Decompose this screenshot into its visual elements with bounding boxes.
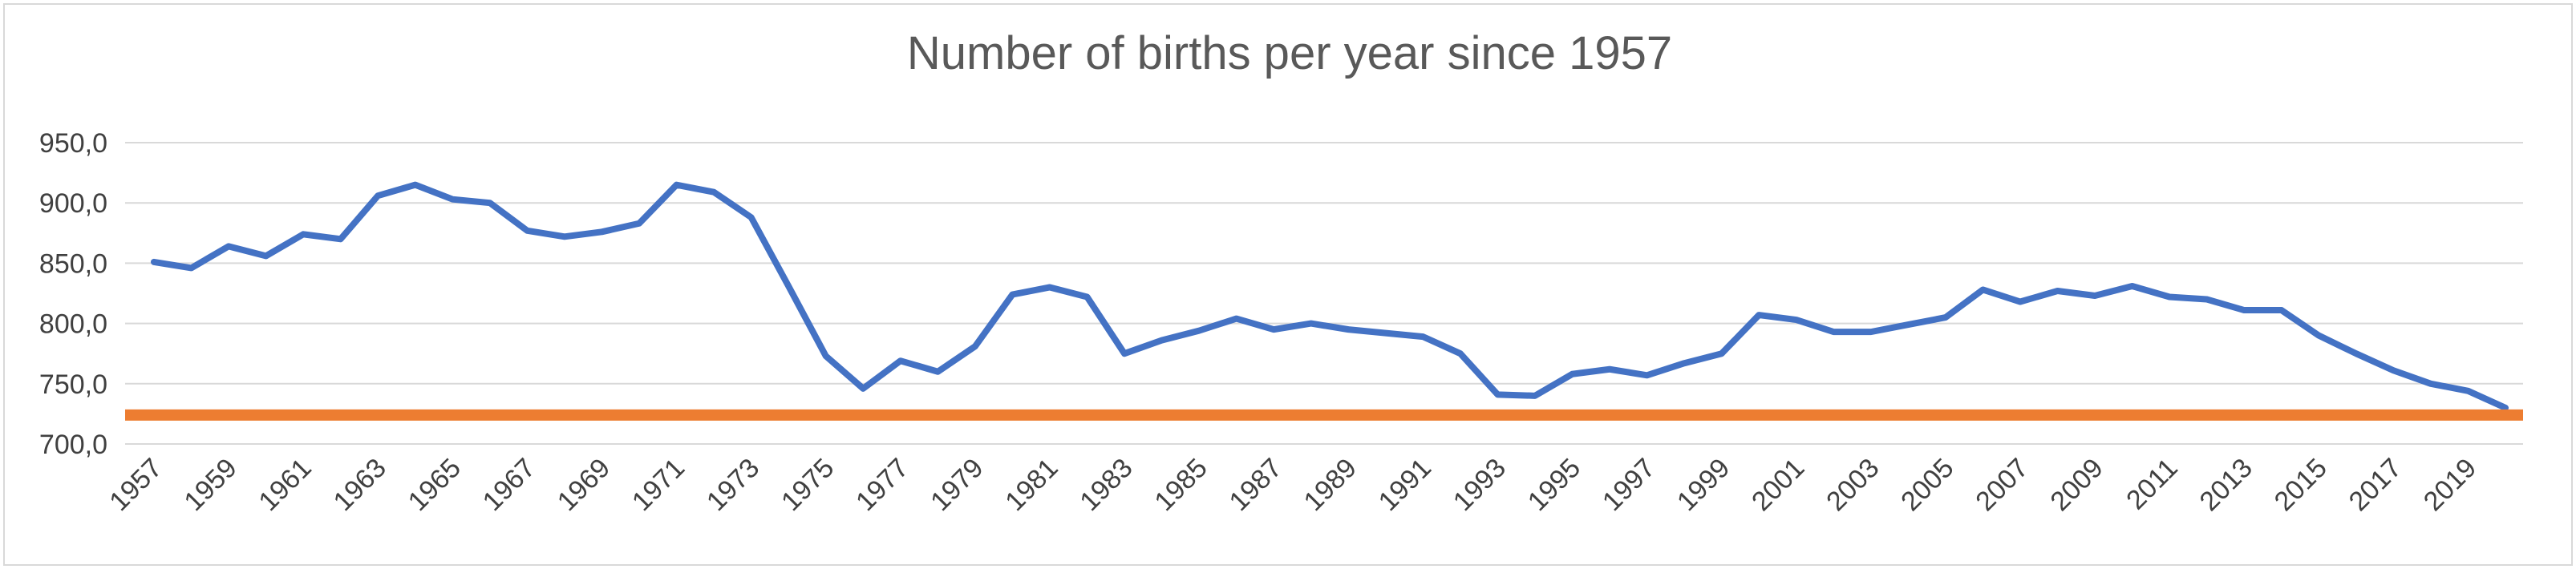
y-tick-label: 900,0 — [39, 188, 107, 219]
x-tick-label: 2015 — [2269, 453, 2333, 517]
x-tick-label: 1957 — [103, 453, 168, 517]
x-tick-label: 1961 — [253, 453, 317, 517]
x-tick-label: 1999 — [1671, 453, 1736, 517]
y-tick-label: 800,0 — [39, 309, 107, 340]
x-tick-label: 2011 — [2120, 453, 2184, 516]
x-tick-label: 1993 — [1448, 453, 1512, 517]
x-tick-label: 2003 — [1821, 453, 1885, 517]
y-tick-label: 750,0 — [39, 369, 107, 400]
chart-title: Number of births per year since 1957 — [907, 27, 1672, 79]
x-tick-label: 2017 — [2343, 453, 2408, 517]
x-tick-label: 2013 — [2194, 453, 2258, 517]
x-tick-label: 1997 — [1597, 453, 1661, 517]
x-tick-label: 1977 — [850, 453, 914, 517]
x-tick-label: 2005 — [1895, 453, 1959, 517]
x-tick-label: 1991 — [1373, 453, 1437, 517]
chart-canvas: Number of births per year since 1957 700… — [39, 27, 2523, 517]
x-tick-label: 2009 — [2044, 453, 2108, 517]
x-tick-label: 2019 — [2418, 453, 2482, 517]
y-tick-label: 950,0 — [39, 128, 107, 159]
x-tick-label: 1969 — [552, 453, 616, 517]
x-tick-label: 1981 — [999, 453, 1063, 517]
x-axis-tick-labels: 1957 1959 1961 1963 1965 1967 1969 1971 1973 1975… — [103, 453, 2482, 517]
x-tick-label: 1983 — [1074, 453, 1138, 517]
series-layer — [125, 181, 2523, 421]
x-tick-label: 1975 — [776, 453, 840, 517]
x-tick-label: 1979 — [925, 453, 989, 517]
x-tick-label: 2007 — [1970, 453, 2034, 517]
y-axis-tick-labels: 700,0 750,0 800,0 850,0 900,0 950,0 — [39, 128, 107, 460]
x-tick-label: 1967 — [477, 453, 541, 517]
x-tick-label: 1971 — [626, 453, 691, 517]
x-tick-label: 1995 — [1522, 453, 1586, 517]
y-tick-label: 850,0 — [39, 248, 107, 279]
x-tick-label: 1959 — [178, 453, 242, 517]
chart-frame: Number of births per year since 1957 700… — [3, 3, 2573, 566]
x-tick-label: 1987 — [1223, 453, 1287, 517]
x-tick-label: 1965 — [403, 453, 467, 517]
x-tick-label: 1985 — [1148, 453, 1213, 517]
x-tick-label: 2001 — [1746, 453, 1810, 517]
y-tick-label: 700,0 — [39, 430, 107, 460]
x-tick-label: 1963 — [328, 453, 392, 517]
x-tick-label: 1973 — [701, 453, 765, 517]
x-tick-label: 1989 — [1298, 453, 1363, 517]
births-series-line — [151, 181, 2509, 411]
